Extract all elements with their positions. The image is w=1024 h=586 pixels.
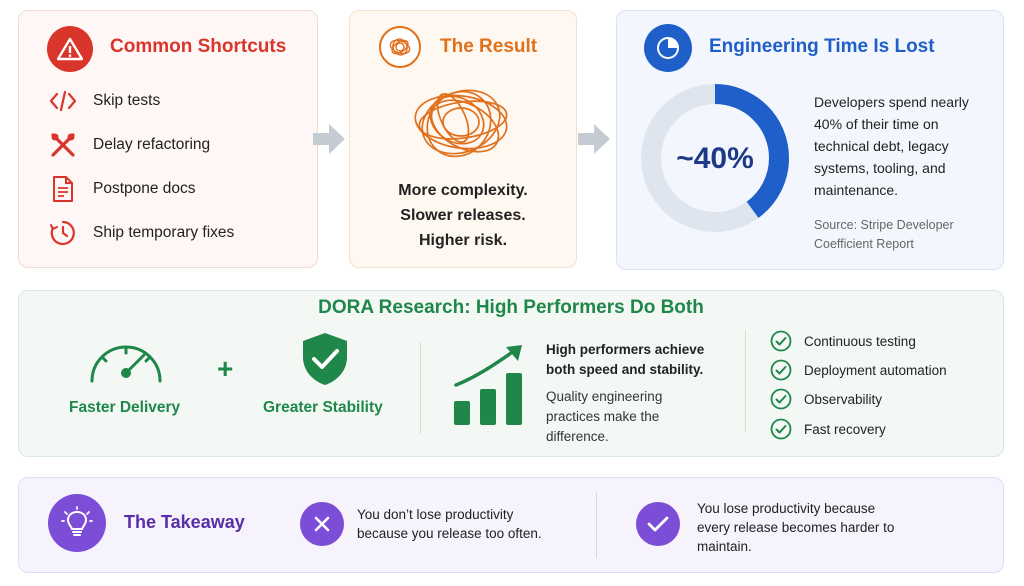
engineering-source: Source: Stripe Developer Coefficient Rep… (814, 218, 954, 251)
checklist-item: Observability (770, 388, 882, 410)
engineering-description: Developers spend nearly 40% of their tim… (814, 94, 969, 198)
shortcut-item: Delay refactoring (48, 130, 210, 160)
pie-chart-icon (644, 24, 692, 72)
checklist-label: Fast recovery (804, 421, 886, 437)
checklist-label: Observability (804, 391, 883, 407)
divider (745, 330, 746, 432)
tangle-badge-icon (379, 26, 421, 68)
takeaway-title: The Takeaway (124, 512, 245, 532)
shortcut-item: Postpone docs (48, 174, 196, 204)
checklist-item: Fast recovery (770, 418, 886, 440)
high-performers-statement: High performers achieve both speed and s… (546, 342, 705, 377)
check-circle-icon (770, 388, 792, 410)
shortcut-item: Skip tests (48, 86, 160, 116)
quality-engineering-text: Quality engineering practices make the d… (546, 389, 663, 444)
checklist-item: Continuous testing (770, 330, 916, 352)
divider (420, 342, 421, 434)
checklist-item: Deployment automation (770, 359, 947, 381)
divider (596, 492, 597, 558)
arrow-right-icon (578, 124, 610, 154)
takeaway-negative: You don’t lose productivity because you … (357, 507, 542, 541)
time-lost-arc (641, 84, 789, 232)
checkmark-icon (636, 502, 680, 546)
result-lines: More complexity. Slower releases. Higher… (349, 178, 577, 253)
speedometer-icon (90, 345, 162, 383)
greater-stability-label: Greater Stability (263, 399, 383, 416)
plus-sign: + (217, 353, 234, 384)
arrow-right-icon (313, 124, 345, 154)
result-line: Slower releases. (400, 207, 526, 224)
shortcut-label: Postpone docs (93, 180, 196, 197)
lightbulb-icon (48, 494, 106, 552)
check-circle-icon (770, 359, 792, 381)
time-lost-donut (641, 84, 789, 232)
warning-icon (47, 26, 93, 72)
shortcuts-title: Common Shortcuts (110, 36, 287, 57)
result-title: The Result (440, 36, 538, 57)
shortcut-label: Skip tests (93, 92, 161, 109)
takeaway-positive: You lose productivity because every rele… (697, 501, 895, 554)
time-lost-stat: ~40% (676, 142, 754, 175)
shield-check-icon (303, 333, 347, 385)
growth-chart-icon (454, 345, 522, 425)
shortcut-label: Delay refactoring (93, 136, 211, 153)
x-mark-icon (300, 502, 344, 546)
engineering-title: Engineering Time Is Lost (709, 36, 935, 57)
result-line: Higher risk. (418, 232, 508, 249)
dora-title: DORA Research: High Performers Do Both (318, 297, 704, 318)
check-circle-icon (770, 330, 792, 352)
checklist-label: Continuous testing (804, 333, 916, 349)
takeaway-card (18, 477, 1004, 573)
shortcut-item: Ship temporary fixes (48, 218, 234, 248)
check-circle-icon (770, 418, 792, 440)
code-icon (48, 86, 78, 116)
shortcut-label: Ship temporary fixes (93, 224, 235, 241)
checklist-label: Deployment automation (804, 362, 947, 378)
tools-icon (48, 130, 78, 160)
tangle-icon (414, 89, 508, 158)
result-line: More complexity. (398, 182, 528, 199)
document-icon (48, 174, 78, 204)
faster-delivery-label: Faster Delivery (69, 399, 181, 416)
clock-icon (48, 218, 78, 248)
